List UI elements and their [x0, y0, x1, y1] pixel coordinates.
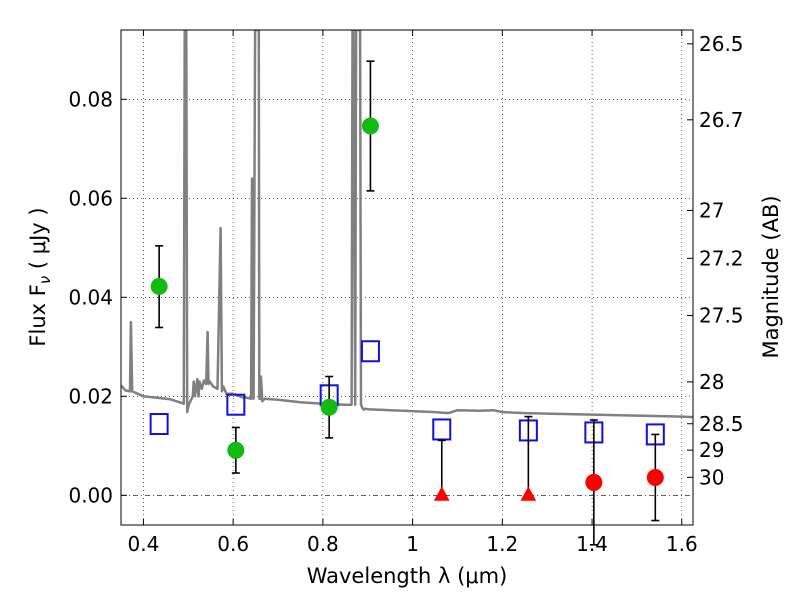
model-photometry-point [432, 418, 452, 441]
mag-tick-label: 27.2 [699, 246, 744, 270]
upper-limit-marker [433, 486, 450, 501]
y-tick-label: 0.02 [68, 384, 113, 408]
model-photometry-point [360, 340, 380, 363]
y-axis-label-units: ( μJy ) [26, 207, 50, 275]
y-tick-label: 0.04 [68, 285, 113, 309]
x-tick-label: 0.4 [128, 532, 160, 556]
low-sn-point [585, 473, 603, 491]
x-tick-label: 1.6 [666, 532, 698, 556]
mag-tick-label: 28 [699, 370, 724, 394]
data-layer [121, 30, 693, 419]
mag-tick-label: 26.5 [699, 32, 744, 56]
y-tick-label: 0.08 [68, 87, 113, 111]
detection-point [227, 441, 245, 459]
x-tick-label: 1.4 [576, 532, 608, 556]
x-tick-label: 1.2 [486, 532, 518, 556]
y-axis-label-main: Flux F [26, 284, 50, 346]
spectrum-line [121, 30, 693, 419]
upper-limit-marker [520, 486, 537, 501]
y-axis-label-subscript: ν [36, 276, 54, 284]
x-tick-label: 0.6 [217, 532, 249, 556]
mag-tick-label: 28.5 [699, 412, 744, 436]
x-axis-label: Wavelength λ (μm) [307, 564, 508, 588]
x-tick-label: 0.8 [307, 532, 339, 556]
mag-tick-label: 26.7 [699, 108, 744, 132]
mag-tick-label: 29 [699, 438, 724, 462]
low-sn-point [646, 468, 664, 486]
model-photometry-point [226, 393, 246, 416]
plot-background [121, 30, 693, 525]
detection-point [150, 277, 168, 295]
model-photometry-point [149, 413, 169, 436]
detection-point [361, 117, 379, 135]
x-tick-label: 1 [406, 532, 419, 556]
y-axis-label: Flux Fν ( μJy ) [26, 207, 54, 346]
detection-point [320, 398, 338, 416]
y-tick-label: 0.06 [68, 186, 113, 210]
mag-tick-label: 30 [699, 465, 724, 489]
y-tick-label: 0.00 [68, 483, 113, 507]
mag-tick-label: 27.5 [699, 304, 744, 328]
plot-frame [120, 29, 694, 526]
right-axis-label: Magnitude (AB) [759, 195, 783, 358]
mag-tick-label: 27 [699, 198, 724, 222]
axes: 0.4 0.6 0.8 1 1.2 1.4 1.6 0.00 0.02 0.04 0.06 0.08 2… [68, 30, 744, 556]
marker-layer [149, 60, 665, 546]
